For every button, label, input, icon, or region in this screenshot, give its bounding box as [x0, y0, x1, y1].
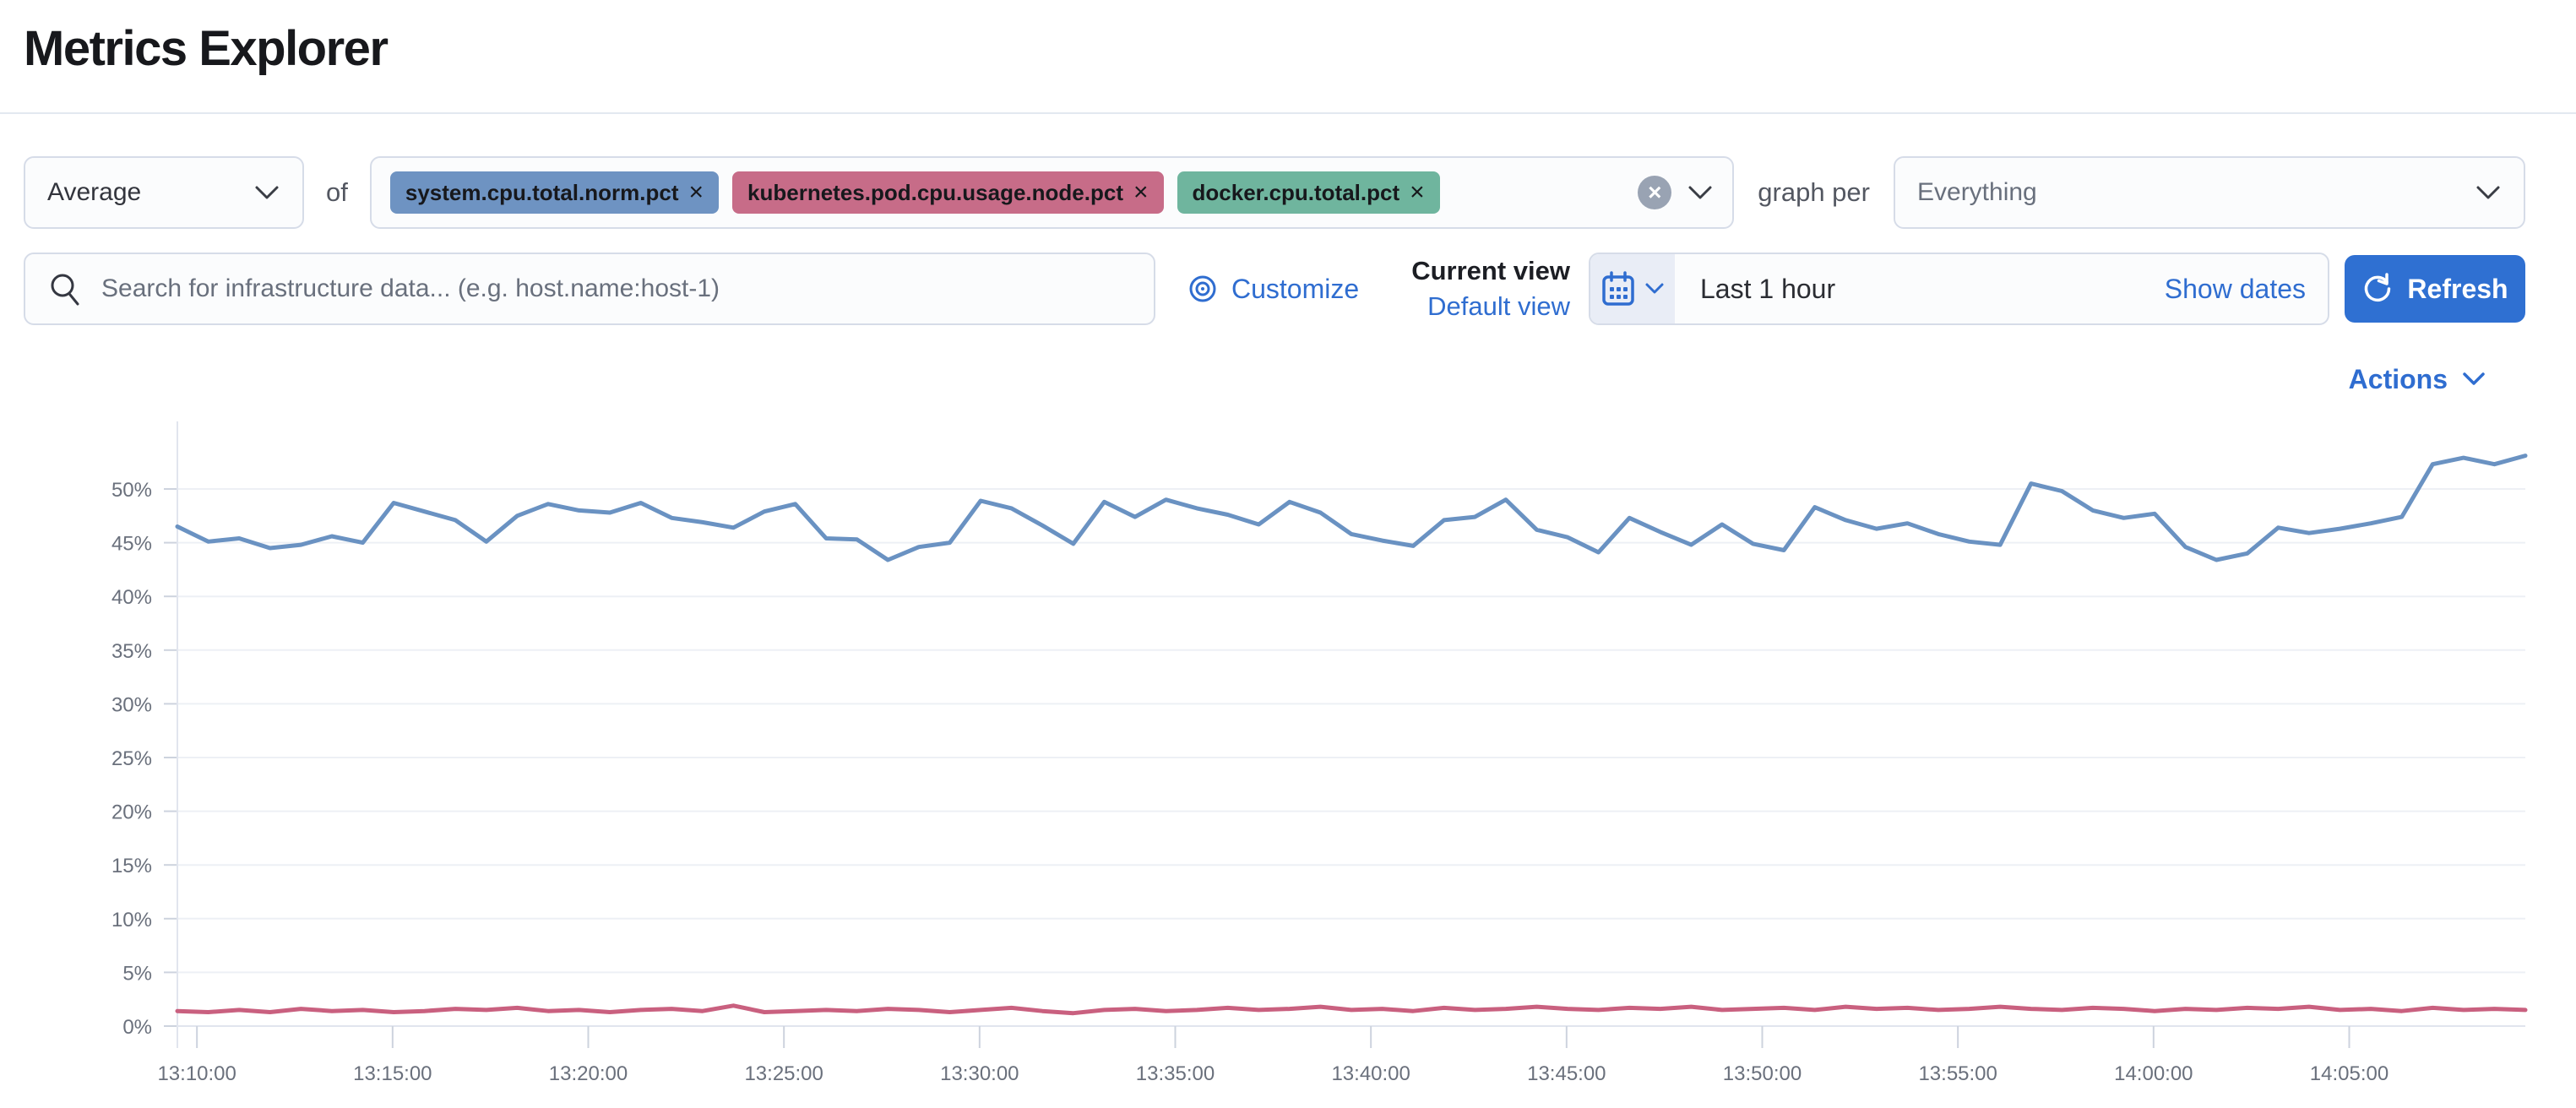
date-range-label[interactable]: Last 1 hour [1700, 273, 1836, 304]
date-picker: Last 1 hour Show dates [1589, 253, 2329, 325]
combobox-controls: × [1638, 176, 1714, 209]
metrics-chart[interactable]: 0% 5% 10% 15% 20% 25% 30% 35% 40% 45% 50% 13:10:00 1… [0, 398, 2576, 1100]
group-by-select[interactable]: Everything [1894, 156, 2525, 229]
graph-per-label: graph per [1758, 177, 1870, 207]
x-axis-label: 13:50:00 [1723, 1062, 1802, 1085]
metric-toolbar: Average of system.cpu.total.norm.pct × kub… [0, 156, 2576, 229]
search-input-wrapper [24, 253, 1155, 325]
calendar-icon [1602, 271, 1634, 306]
chart-line-series [175, 454, 2528, 562]
chart-line-series [175, 1003, 2528, 1016]
y-axis-label: 10% [111, 909, 152, 931]
y-axis-label: 5% [122, 962, 152, 985]
metric-badge[interactable]: system.cpu.total.norm.pct × [389, 171, 720, 214]
actions-menu-button[interactable]: Actions [2349, 361, 2486, 398]
date-picker-quick-menu-button[interactable] [1590, 254, 1675, 323]
default-view-link[interactable]: Default view [1427, 291, 1570, 321]
query-toolbar: Customize Current view Default view Last… [0, 253, 2576, 325]
x-axis-label: 13:20:00 [549, 1062, 628, 1085]
eye-icon [1189, 275, 1216, 302]
chart-header: Actions [0, 361, 2576, 398]
y-axis-label: 15% [111, 855, 152, 877]
chevron-down-icon [1645, 283, 1664, 294]
x-axis-label: 13:45:00 [1527, 1062, 1606, 1085]
aggregation-select[interactable]: Average [24, 156, 304, 229]
chevron-down-icon [2476, 186, 2500, 199]
clear-metrics-icon[interactable]: × [1638, 176, 1672, 209]
header-divider [0, 112, 2576, 114]
refresh-icon [2365, 273, 2391, 302]
metric-badge[interactable]: docker.cpu.total.pct × [1177, 171, 1440, 214]
x-axis-label: 13:55:00 [1918, 1062, 1997, 1085]
chevron-down-icon [2463, 372, 2485, 385]
metric-badge-label: system.cpu.total.norm.pct [405, 179, 679, 205]
x-axis-label: 13:30:00 [940, 1062, 1019, 1085]
y-axis-label: 40% [111, 586, 152, 609]
page-header: Metrics Explorer [0, 0, 2576, 114]
of-label: of [326, 177, 348, 207]
metric-badge-list: system.cpu.total.norm.pct × kubernetes.pod… [389, 171, 1440, 214]
y-axis-label: 0% [122, 1016, 152, 1039]
x-axis-label: 13:15:00 [353, 1062, 432, 1085]
y-axis-label: 35% [111, 640, 152, 663]
x-axis-label: 13:10:00 [157, 1062, 236, 1085]
current-view-label: Current view [1411, 256, 1570, 286]
show-dates-button[interactable]: Show dates [2164, 273, 2306, 304]
x-axis-label: 13:25:00 [744, 1062, 823, 1085]
customize-label: Customize [1231, 273, 1360, 304]
group-by-value: Everything [1917, 178, 2037, 206]
search-icon [51, 274, 79, 306]
customize-button[interactable]: Customize [1186, 272, 1359, 306]
refresh-label: Refresh [2407, 273, 2508, 304]
y-axis-label: 45% [111, 533, 152, 556]
x-axis-label: 14:05:00 [2310, 1062, 2389, 1085]
search-input[interactable] [101, 274, 1132, 303]
y-axis-label: 25% [111, 747, 152, 770]
actions-label: Actions [2348, 363, 2448, 394]
view-selector: Current view Default view [1411, 253, 1570, 324]
remove-metric-icon[interactable]: × [1410, 178, 1425, 206]
x-axis-label: 13:40:00 [1331, 1062, 1410, 1085]
y-axis-label: 50% [111, 479, 152, 502]
remove-metric-icon[interactable]: × [688, 178, 704, 206]
metric-combobox[interactable]: system.cpu.total.norm.pct × kubernetes.pod… [369, 156, 1735, 229]
refresh-button[interactable]: Refresh [2345, 255, 2525, 323]
remove-metric-icon[interactable]: × [1133, 178, 1149, 206]
page-title: Metrics Explorer [24, 21, 389, 76]
chevron-down-icon [255, 186, 279, 199]
metric-badge[interactable]: kubernetes.pod.cpu.usage.node.pct × [732, 171, 1164, 214]
y-axis-label: 30% [111, 693, 152, 716]
aggregation-value: Average [47, 178, 142, 206]
metric-badge-label: docker.cpu.total.pct [1192, 179, 1400, 205]
x-axis-label: 13:35:00 [1136, 1062, 1215, 1085]
y-axis-label: 20% [111, 801, 152, 824]
x-axis-label: 14:00:00 [2114, 1062, 2193, 1085]
metric-badge-label: kubernetes.pod.cpu.usage.node.pct [747, 179, 1123, 205]
chevron-down-icon[interactable] [1687, 183, 1714, 202]
